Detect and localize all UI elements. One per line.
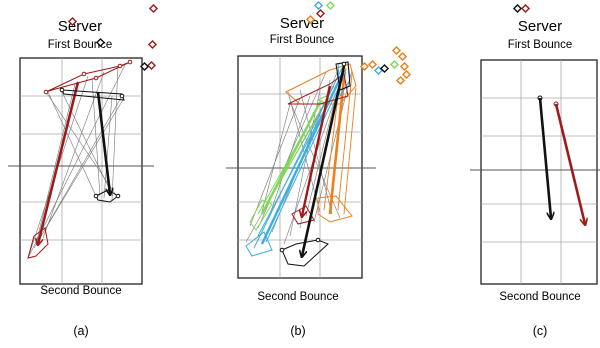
first-bounce-label-b: First Bounce xyxy=(270,34,335,46)
panel-a: Server First Bounce xyxy=(8,3,159,338)
red-mean-arrow-c xyxy=(554,103,585,224)
first-bounce-label-c: First Bounce xyxy=(508,39,573,51)
caption-a: (a) xyxy=(73,324,88,338)
black-mean-arrow-a xyxy=(96,91,110,194)
court-frame-b xyxy=(237,55,363,279)
black-mean-arrow-b xyxy=(302,65,346,256)
first-bounce-label-a: First Bounce xyxy=(48,39,113,51)
server-markers-c xyxy=(512,3,531,14)
red-hull-b xyxy=(287,73,349,225)
red-mean-arrow-b xyxy=(302,85,332,216)
server-title-c: Server xyxy=(518,18,562,35)
panel-c: Server First Bounce Second Bounce (c) xyxy=(470,3,600,338)
server-markers-b xyxy=(305,0,412,86)
court-frame-a xyxy=(19,57,143,285)
black-points-a xyxy=(59,87,125,199)
red-points-a xyxy=(43,59,133,95)
server-title-a: Server xyxy=(58,18,102,35)
orange-mean-arrow-b xyxy=(328,77,346,215)
red-mean-arrow-a xyxy=(38,81,80,244)
faint-trajectories-a xyxy=(27,62,127,259)
caption-c: (c) xyxy=(533,324,548,338)
court-grid-c xyxy=(481,60,597,284)
second-bounce-label-b: Second Bounce xyxy=(257,291,338,303)
black-mean-arrow-c xyxy=(538,97,551,218)
black-points-b xyxy=(279,61,347,253)
green-mean-arrow-b xyxy=(260,101,322,215)
panel-b: Server First Bounce xyxy=(226,0,412,338)
court-frame-c xyxy=(480,59,598,285)
server-markers-a xyxy=(67,3,159,72)
second-bounce-label-c: Second Bounce xyxy=(499,291,580,303)
server-title-b: Server xyxy=(280,15,324,32)
second-bounce-label-a: Second Bounce xyxy=(40,285,121,297)
cyan-mean-arrow-b xyxy=(260,69,346,245)
caption-b: (b) xyxy=(290,324,305,338)
court-grid-a xyxy=(20,58,142,284)
